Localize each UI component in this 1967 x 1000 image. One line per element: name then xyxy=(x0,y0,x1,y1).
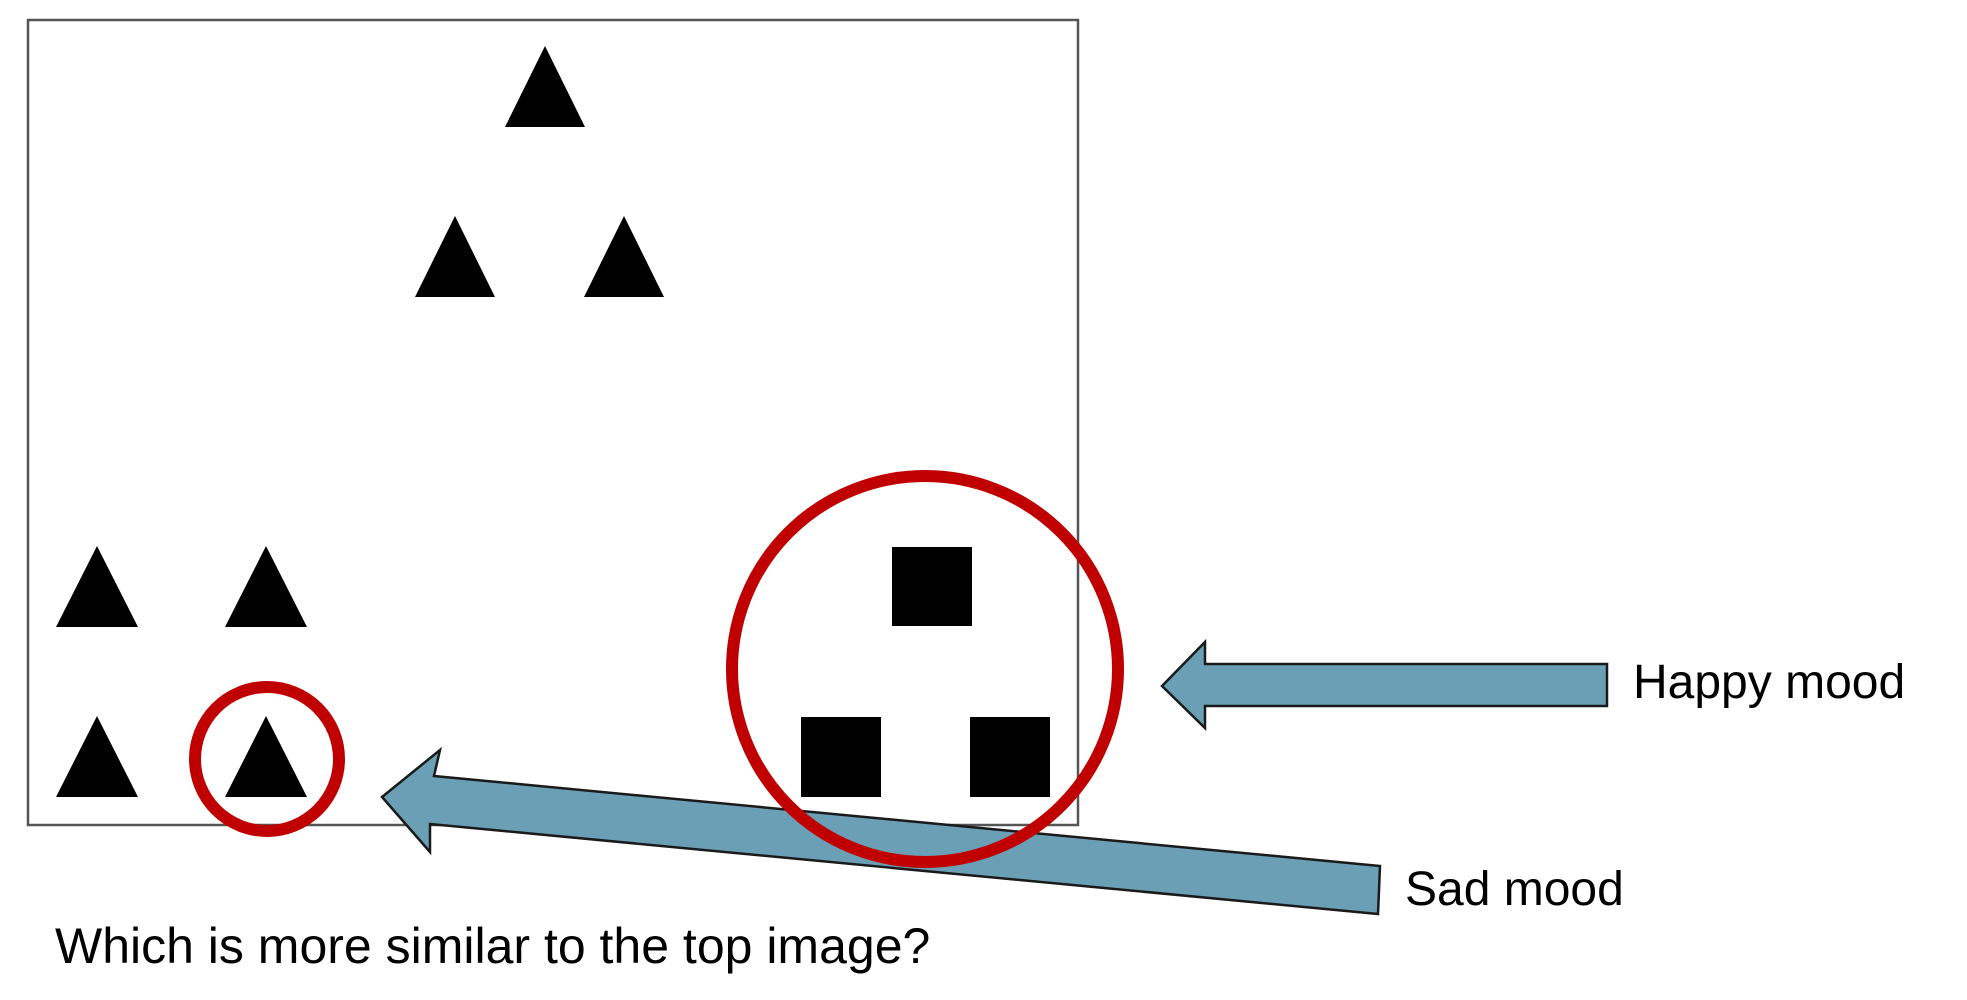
happy-mood-label: Happy mood xyxy=(1633,656,1905,709)
sad-mood-label: Sad mood xyxy=(1405,863,1624,916)
triangle-grid-1 xyxy=(56,546,138,627)
highlight-circle-triangle xyxy=(189,681,345,837)
triangle-top xyxy=(505,46,585,127)
square-bottom-left xyxy=(801,717,881,797)
triangle-grid-group xyxy=(56,546,307,797)
question-text: Which is more similar to the top image? xyxy=(55,918,930,974)
triangle-grid-3 xyxy=(56,716,138,797)
happy-mood-arrow xyxy=(1160,638,1609,731)
triangle-grid-4 xyxy=(225,716,307,797)
triangle-middle-left xyxy=(415,216,495,297)
highlight-circle-squares xyxy=(726,470,1124,868)
image-frame xyxy=(26,18,1080,827)
square-top xyxy=(892,547,972,626)
square-group xyxy=(801,547,1050,797)
top-triangle-group xyxy=(415,46,664,297)
triangle-middle-right xyxy=(584,216,664,297)
triangle-grid-2 xyxy=(225,546,307,627)
square-bottom-right xyxy=(970,717,1050,797)
sad-mood-arrow xyxy=(380,746,1382,916)
